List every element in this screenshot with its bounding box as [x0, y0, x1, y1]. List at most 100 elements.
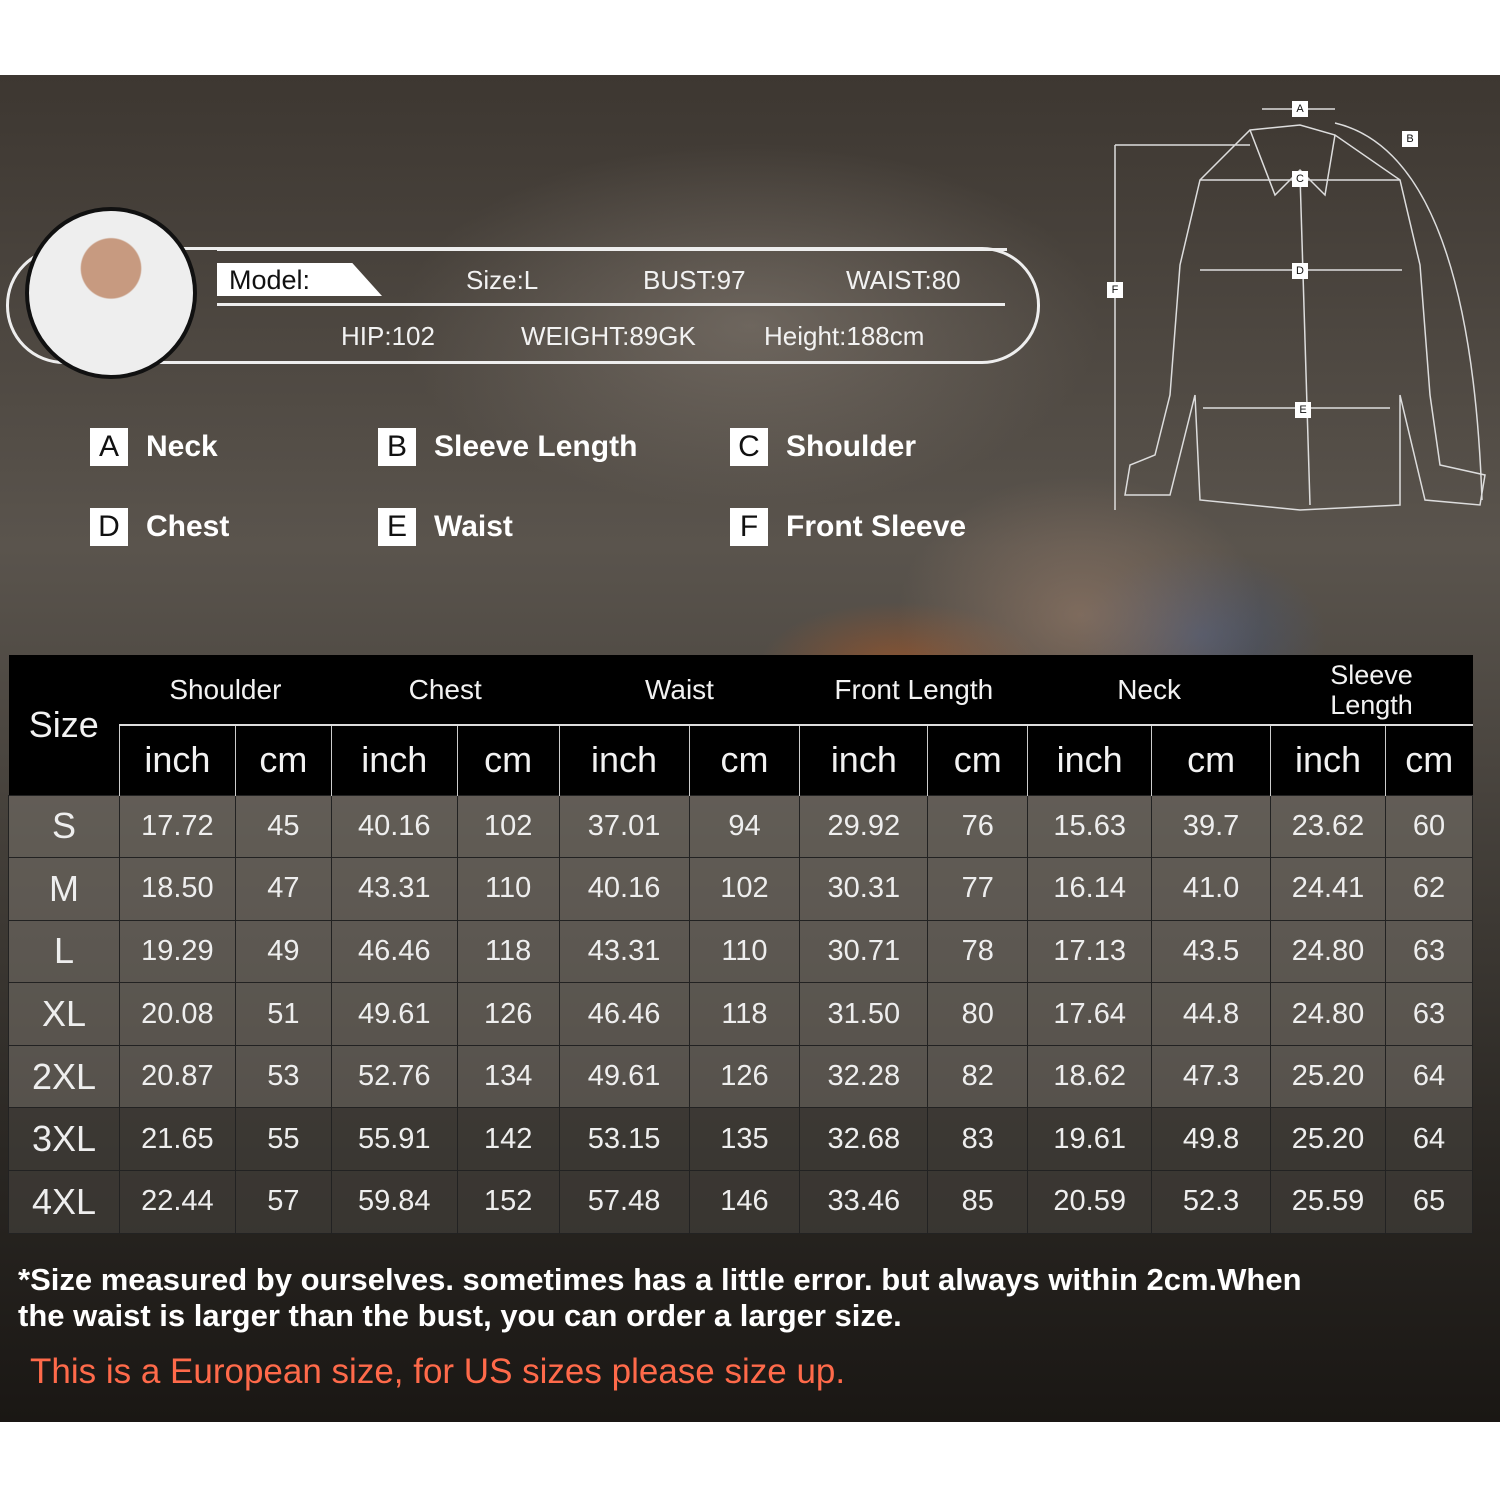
table-cell: 62	[1384, 857, 1474, 921]
unit-header: inch	[558, 724, 689, 795]
table-cell: 102	[456, 794, 560, 859]
legend-label: Front Sleeve	[786, 510, 967, 543]
diagram-label-b: B	[1402, 131, 1418, 147]
unit-header: cm	[688, 724, 800, 795]
table-cell: 77	[927, 857, 1029, 921]
table-cell: 49.8	[1151, 1107, 1272, 1172]
table-cell: 17.64	[1027, 982, 1153, 1046]
column-group-header: Shoulder	[119, 655, 332, 725]
table-cell: 16.14	[1027, 857, 1153, 921]
size-cell: 3XL	[8, 1107, 120, 1172]
table-cell: 142	[456, 1107, 560, 1172]
size-header: Size	[8, 655, 120, 795]
legend-label: Sleeve Length	[434, 430, 638, 463]
table-cell: 21.65	[118, 1107, 236, 1172]
unit-header: cm	[456, 724, 560, 795]
table-cell: 76	[927, 794, 1029, 859]
table-cell: 49.61	[330, 982, 458, 1046]
legend-key: F	[730, 508, 768, 546]
table-cell: 63	[1384, 919, 1474, 984]
table-cell: 46.46	[330, 919, 458, 984]
table-cell: 25.20	[1270, 1044, 1386, 1109]
unit-header: inch	[1027, 724, 1152, 795]
table-cell: 43.5	[1151, 919, 1272, 984]
legend-key: C	[730, 428, 768, 466]
table-cell: 33.46	[799, 1170, 929, 1234]
table-cell: 23.62	[1270, 794, 1386, 859]
table-cell: 78	[927, 919, 1029, 984]
size-cell: L	[8, 919, 120, 984]
table-row: 2XL 20.87 53 52.76 134 49.61 126 32.28 82 18.62 47…	[8, 1044, 1474, 1109]
table-cell: 41.0	[1151, 857, 1272, 921]
table-cell: 43.31	[558, 919, 690, 984]
table-cell: 24.80	[1270, 982, 1386, 1046]
table-cell: 55.91	[330, 1107, 458, 1172]
us-size-note: This is a European size, for US sizes pl…	[30, 1352, 846, 1391]
table-cell: 126	[456, 982, 560, 1046]
legend-key: B	[378, 428, 416, 466]
table-cell: 118	[456, 919, 560, 984]
table-cell: 52.76	[330, 1044, 458, 1109]
model-avatar	[25, 207, 197, 379]
table-cell: 19.29	[118, 919, 236, 984]
table-cell: 47.3	[1151, 1044, 1272, 1109]
table-row: L 19.29 49 46.46 118 43.31 110 30.71 78 17.13 43.5…	[8, 919, 1474, 984]
table-cell: 30.31	[799, 857, 929, 921]
table-cell: 29.92	[799, 794, 929, 859]
legend-item-sleeve-length: B Sleeve Length	[378, 428, 637, 466]
table-cell: 40.16	[558, 857, 690, 921]
table-cell: 15.63	[1027, 794, 1153, 859]
table-cell: 44.8	[1151, 982, 1272, 1046]
legend-label: Chest	[146, 510, 230, 543]
table-cell: 51	[234, 982, 332, 1046]
table-cell: 45	[234, 794, 332, 859]
table-cell: 39.7	[1151, 794, 1272, 859]
table-cell: 64	[1384, 1107, 1474, 1172]
table-cell: 126	[688, 1044, 801, 1109]
table-cell: 134	[456, 1044, 560, 1109]
table-cell: 20.59	[1027, 1170, 1153, 1234]
table-cell: 32.68	[799, 1107, 929, 1172]
table-cell: 46.46	[558, 982, 690, 1046]
table-row: M 18.50 47 43.31 110 40.16 102 30.31 77 16.14 41.0…	[8, 857, 1474, 921]
unit-header: inch	[799, 724, 928, 795]
table-cell: 47	[234, 857, 332, 921]
legend-item-waist: E Waist	[378, 508, 513, 546]
table-cell: 49	[234, 919, 332, 984]
table-cell: 52.3	[1151, 1170, 1272, 1234]
table-cell: 31.50	[799, 982, 929, 1046]
model-bust: BUST:97	[643, 265, 746, 295]
table-cell: 83	[927, 1107, 1029, 1172]
table-cell: 80	[927, 982, 1029, 1046]
diagram-label-e: E	[1295, 402, 1311, 418]
table-cell: 25.20	[1270, 1107, 1386, 1172]
table-cell: 152	[456, 1170, 560, 1234]
table-cell: 43.31	[330, 857, 458, 921]
table-cell: 110	[688, 919, 801, 984]
column-group-header: Chest	[331, 655, 560, 725]
table-cell: 32.28	[799, 1044, 929, 1109]
table-cell: 37.01	[558, 794, 690, 859]
size-chart-table: Size Shoulder Chest Waist Front Length Neck Sl…	[8, 655, 1474, 1234]
legend-label: Waist	[434, 510, 513, 543]
legend-label: Shoulder	[786, 430, 917, 463]
table-cell: 85	[927, 1170, 1029, 1234]
diagram-label-c: C	[1292, 171, 1308, 187]
diagram-label-f: F	[1107, 282, 1123, 298]
unit-header: inch	[1270, 724, 1386, 795]
legend-item-neck: A Neck	[90, 428, 218, 466]
table-cell: 60	[1384, 794, 1474, 859]
column-group-header: Sleeve Length	[1270, 655, 1473, 725]
unit-header: cm	[234, 724, 332, 795]
model-waist: WAIST:80	[846, 265, 961, 295]
size-cell: XL	[8, 982, 120, 1046]
legend-item-front-sleeve: F Front Sleeve	[730, 508, 966, 546]
divider	[217, 248, 1007, 251]
table-row: 4XL 22.44 57 59.84 152 57.48 146 33.46 85 20.59 52…	[8, 1170, 1474, 1234]
legend-key: A	[90, 428, 128, 466]
table-cell: 17.13	[1027, 919, 1153, 984]
table-cell: 55	[234, 1107, 332, 1172]
unit-header: cm	[1384, 724, 1473, 795]
table-cell: 53	[234, 1044, 332, 1109]
measurement-note: *Size measured by ourselves. sometimes h…	[18, 1262, 1302, 1333]
